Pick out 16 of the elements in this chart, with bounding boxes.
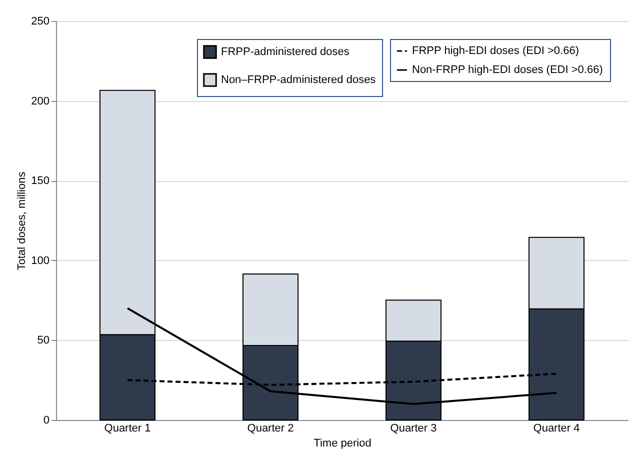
x-tick-label: Quarter 3 (390, 422, 437, 434)
y-tick-label: 150 (31, 175, 50, 188)
legend-label: FRPP-administered doses (221, 46, 350, 58)
legend-label: Non–FRPP-administered doses (221, 74, 376, 86)
y-axis-title: Total doses, millions (16, 171, 28, 270)
y-tick-label: 250 (31, 16, 50, 28)
y-tick-label: 50 (37, 334, 50, 347)
x-tick-label: Quarter 2 (247, 422, 294, 434)
x-tick-label: Quarter 1 (104, 422, 151, 434)
legend-label: Non-FRPP high-EDI doses (EDI >0.66) (412, 64, 603, 76)
x-tick-label: Quarter 4 (533, 422, 580, 434)
legend-label: FRPP high-EDI doses (EDI >0.66) (412, 45, 580, 57)
y-tick-label: 200 (31, 95, 50, 108)
y-tick-label: 100 (31, 254, 50, 267)
x-axis-title: Time period (314, 438, 372, 450)
y-tick-label: 0 (43, 414, 50, 426)
